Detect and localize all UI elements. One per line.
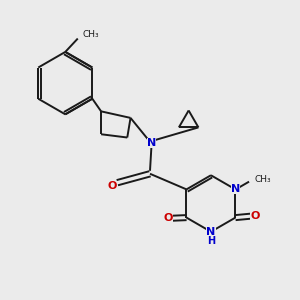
Text: O: O	[108, 181, 117, 191]
Text: CH₃: CH₃	[255, 175, 271, 184]
Text: O: O	[250, 211, 260, 221]
Text: N: N	[206, 227, 216, 237]
Text: CH₃: CH₃	[82, 30, 99, 39]
Text: N: N	[147, 138, 156, 148]
Text: N: N	[231, 184, 240, 194]
Text: H: H	[207, 236, 215, 246]
Text: O: O	[164, 213, 173, 223]
